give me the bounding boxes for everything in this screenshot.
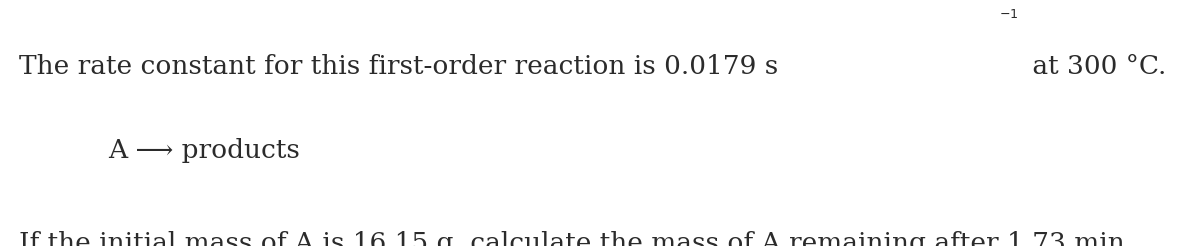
Text: at 300 °C.: at 300 °C. — [1024, 54, 1166, 79]
Text: $^{-1}$: $^{-1}$ — [998, 10, 1019, 28]
Text: A ⟶ products: A ⟶ products — [108, 138, 300, 163]
Text: If the initial mass of A is 16.15 g, calculate the mass of A remaining after 1.7: If the initial mass of A is 16.15 g, cal… — [19, 231, 1133, 246]
Text: The rate constant for this first-order reaction is 0.0179 s: The rate constant for this first-order r… — [19, 54, 779, 79]
